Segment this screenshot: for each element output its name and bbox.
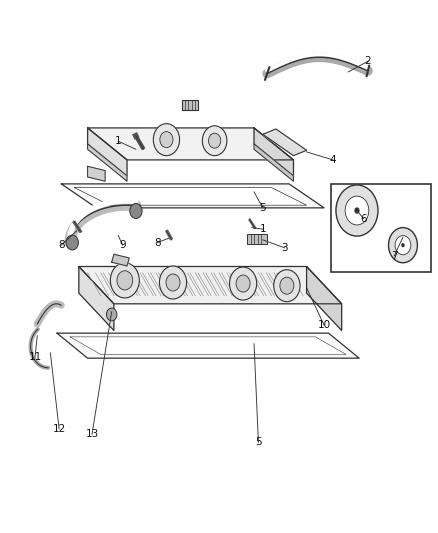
Text: 6: 6 [360,214,367,223]
Polygon shape [88,166,105,181]
Circle shape [66,235,78,250]
Text: 13: 13 [85,430,99,439]
Text: 3: 3 [281,243,288,253]
Text: 9: 9 [119,240,126,250]
Polygon shape [88,144,127,181]
Polygon shape [79,266,342,304]
Circle shape [274,270,300,302]
Text: 12: 12 [53,424,66,434]
Polygon shape [112,254,129,266]
Text: 8: 8 [154,238,161,247]
Polygon shape [57,333,359,358]
Circle shape [395,236,411,255]
Text: 2: 2 [364,56,371,66]
Bar [331,184,431,272]
Bar [182,100,198,110]
Circle shape [336,185,378,236]
Circle shape [401,243,405,247]
Polygon shape [70,337,346,354]
Polygon shape [79,266,114,330]
Text: 4: 4 [329,155,336,165]
Text: 8: 8 [58,240,65,250]
Polygon shape [88,128,127,176]
Text: 7: 7 [391,251,398,261]
Text: 11: 11 [28,352,42,362]
Polygon shape [254,144,293,181]
Circle shape [202,126,227,156]
Polygon shape [88,128,293,160]
Text: 5: 5 [255,438,262,447]
Text: 5: 5 [259,203,266,213]
Circle shape [389,228,417,263]
Circle shape [280,277,294,294]
Circle shape [236,275,250,292]
Circle shape [166,274,180,291]
Circle shape [345,196,369,225]
Polygon shape [61,184,324,208]
Circle shape [354,207,360,214]
Text: 10: 10 [318,320,331,330]
Polygon shape [307,266,342,330]
Circle shape [110,263,139,298]
Circle shape [208,133,221,148]
Text: 1: 1 [115,136,122,146]
Polygon shape [74,188,307,205]
Circle shape [159,266,187,299]
Circle shape [153,124,180,156]
Circle shape [117,271,133,290]
Text: 1: 1 [259,224,266,234]
Circle shape [230,267,257,300]
Bar [247,234,267,244]
Circle shape [160,132,173,148]
Circle shape [106,308,117,321]
Circle shape [130,204,142,219]
Polygon shape [263,129,307,156]
Polygon shape [254,128,293,176]
